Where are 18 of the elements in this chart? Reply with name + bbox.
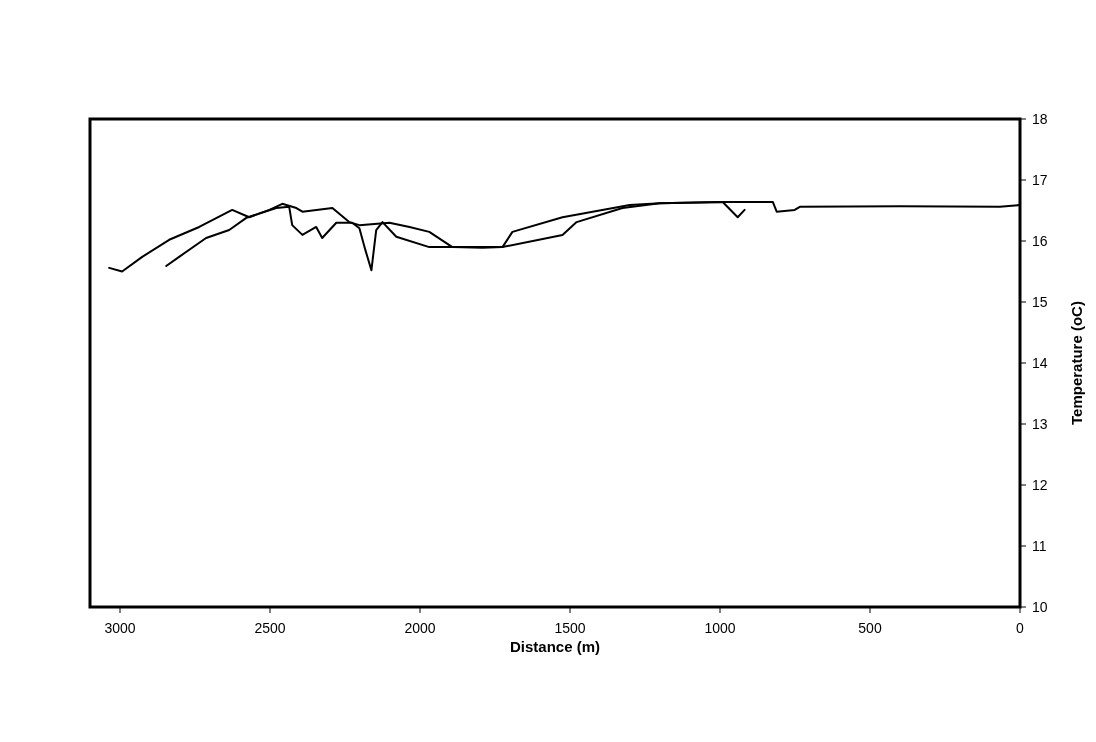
x-tick-label: 500	[858, 620, 882, 636]
y-tick-label: 10	[1032, 598, 1048, 615]
x-tick-label: 1000	[704, 620, 736, 636]
y-axis-title: Temperature (oC)	[1068, 301, 1085, 425]
x-tick-label: 3000	[104, 620, 136, 636]
y-tick-label: 15	[1032, 293, 1048, 310]
x-tick-label: 2000	[404, 620, 436, 636]
y-tick-label: 11	[1032, 537, 1047, 554]
x-axis-title: Distance (m)	[509, 638, 601, 655]
y-tick-label: 14	[1032, 354, 1048, 371]
y-tick-label: 18	[1032, 110, 1048, 127]
x-tick-label: 2500	[254, 620, 286, 636]
y-tick-label: 13	[1032, 415, 1048, 432]
y-tick-label: 16	[1032, 232, 1048, 249]
x-tick-label: 1500	[554, 620, 586, 636]
x-tick-label: 0	[1016, 620, 1025, 636]
y-tick-label: 12	[1032, 476, 1048, 493]
y-tick-label: 17	[1032, 171, 1048, 188]
